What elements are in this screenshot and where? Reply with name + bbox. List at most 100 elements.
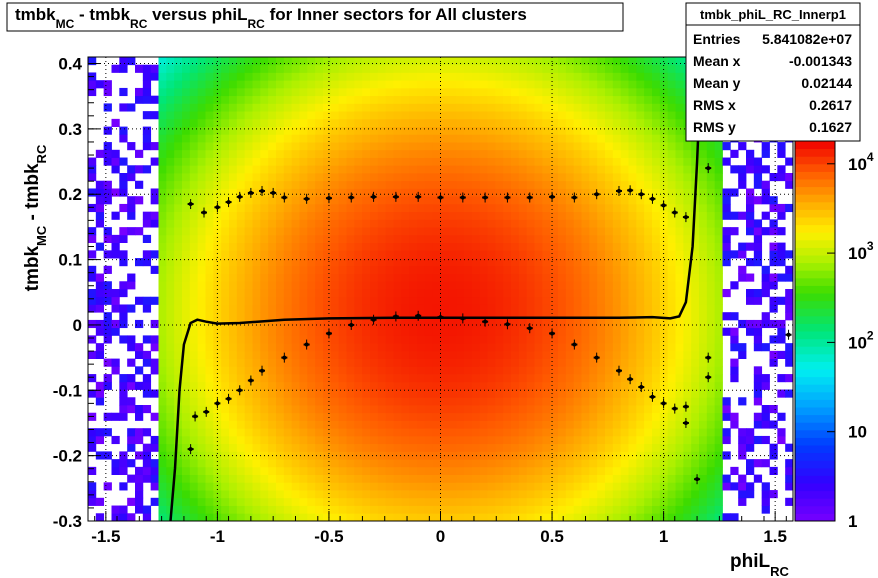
- heatmap-cell: [777, 412, 786, 421]
- heatmap-cell: [307, 118, 316, 127]
- heatmap-cell: [432, 412, 441, 421]
- heatmap-cell: [424, 312, 434, 321]
- heatmap-cell: [166, 389, 175, 398]
- heatmap-cell: [722, 211, 731, 220]
- heatmap-cell: [479, 435, 488, 445]
- heatmap-cell: [221, 312, 230, 321]
- heatmap-cell: [174, 366, 183, 375]
- heatmap-cell: [377, 165, 387, 174]
- heatmap-cell: [691, 459, 700, 468]
- heatmap-cell: [268, 196, 277, 205]
- heatmap-cell: [229, 350, 238, 359]
- heatmap-cell: [495, 103, 504, 112]
- heatmap-cell: [111, 296, 120, 305]
- heatmap-cell: [189, 103, 199, 112]
- heatmap-cell: [644, 505, 653, 514]
- heatmap-cell: [714, 242, 723, 251]
- heatmap-cell: [471, 327, 481, 336]
- heatmap-cell: [229, 281, 238, 290]
- heatmap-cell: [628, 142, 637, 151]
- heatmap-cell: [182, 304, 191, 313]
- heatmap-cell: [174, 497, 183, 506]
- heatmap-cell: [746, 165, 755, 174]
- heatmap-cell: [503, 57, 512, 66]
- heatmap-cell: [518, 188, 528, 197]
- heatmap-cell: [189, 366, 199, 375]
- heatmap-cell: [135, 180, 144, 189]
- heatmap-cell: [236, 374, 246, 383]
- heatmap-cell: [174, 211, 183, 220]
- heatmap-cell: [197, 335, 206, 344]
- heatmap-cell: [362, 118, 371, 127]
- heatmap-cell: [479, 335, 488, 344]
- heatmap-cell: [432, 482, 441, 491]
- heatmap-cell: [299, 490, 308, 499]
- heatmap-cell: [699, 196, 708, 205]
- heatmap-cell: [691, 265, 700, 274]
- heatmap-cell: [401, 211, 410, 220]
- heatmap-cell: [589, 374, 598, 383]
- heatmap-cell: [534, 188, 543, 197]
- heatmap-cell: [565, 466, 575, 475]
- heatmap-cell: [244, 505, 253, 514]
- heatmap-cell: [323, 374, 332, 383]
- heatmap-cell: [620, 304, 629, 313]
- heatmap-cell: [612, 80, 622, 89]
- heatmap-cell: [229, 211, 238, 220]
- heatmap-cell: [714, 497, 723, 506]
- heatmap-cell: [299, 188, 308, 197]
- heatmap-cell: [330, 64, 340, 73]
- heatmap-cell: [346, 196, 355, 205]
- heatmap-cell: [753, 343, 763, 352]
- heatmap-cell: [229, 459, 238, 468]
- heatmap-cell: [511, 451, 520, 460]
- heatmap-cell: [244, 87, 253, 97]
- heatmap-cell: [589, 397, 598, 406]
- heatmap-cell: [479, 118, 488, 127]
- heatmap-cell: [456, 134, 465, 143]
- heatmap-cell: [283, 443, 293, 452]
- heatmap-cell: [401, 57, 410, 66]
- heatmap-cell: [448, 57, 457, 66]
- heatmap-cell: [338, 405, 347, 414]
- heatmap-cell: [432, 142, 441, 151]
- heatmap-cell: [205, 80, 214, 89]
- heatmap-cell: [464, 80, 473, 89]
- heatmap-cell: [471, 490, 481, 499]
- heatmap-cell: [683, 188, 692, 197]
- heatmap-cell: [276, 466, 285, 475]
- heatmap-cell: [550, 482, 559, 491]
- heatmap-cell: [706, 466, 716, 475]
- heatmap-cell: [283, 497, 293, 506]
- heatmap-cell: [534, 513, 543, 522]
- heatmap-cell: [456, 412, 465, 421]
- heatmap-cell: [636, 350, 645, 359]
- heatmap-cell: [268, 87, 277, 97]
- heatmap-cell: [323, 134, 332, 143]
- heatmap-cell: [542, 474, 551, 483]
- heatmap-cell: [315, 250, 324, 259]
- heatmap-cell: [746, 482, 755, 491]
- heatmap-cell: [652, 296, 661, 305]
- heatmap-cell: [636, 234, 645, 243]
- heatmap-cell: [276, 242, 285, 251]
- heatmap-cell: [260, 173, 269, 182]
- heatmap-cell: [119, 234, 128, 243]
- heatmap-cell: [417, 435, 426, 445]
- heatmap-cell: [268, 505, 277, 514]
- heatmap-cell: [197, 281, 206, 290]
- heatmap-cell: [417, 180, 426, 189]
- heatmap-cell: [785, 265, 794, 274]
- heatmap-cell: [182, 265, 191, 274]
- heatmap-cell: [753, 435, 763, 445]
- heatmap-cell: [550, 234, 559, 243]
- heatmap-cell: [464, 296, 473, 305]
- heatmap-cell: [440, 335, 449, 344]
- heatmap-cell: [323, 443, 332, 452]
- heatmap-cell: [753, 319, 763, 329]
- heatmap-cell: [370, 412, 379, 421]
- heatmap-cell: [667, 312, 676, 321]
- heatmap-cell: [699, 343, 708, 352]
- heatmap-cell: [330, 381, 340, 390]
- heatmap-cell: [299, 289, 308, 298]
